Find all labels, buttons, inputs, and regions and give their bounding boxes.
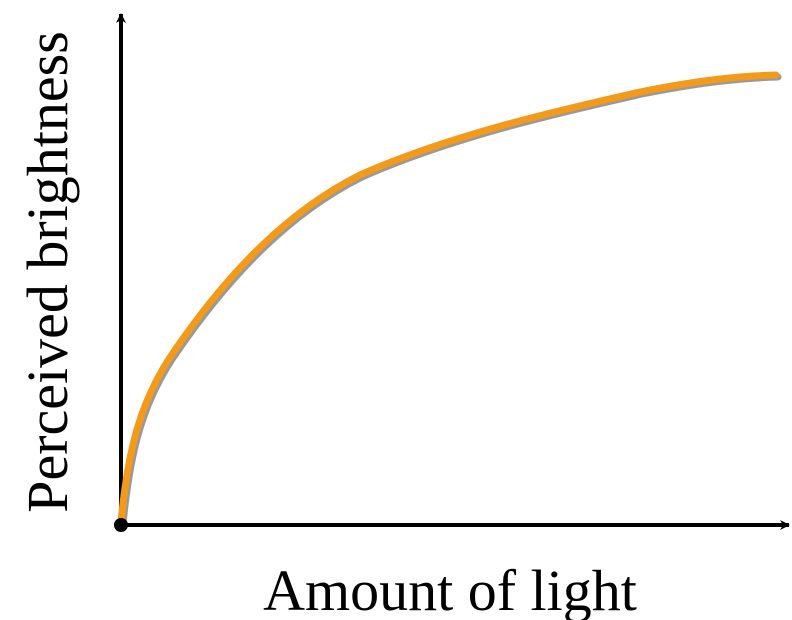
x-axis-label: Amount of light bbox=[263, 558, 637, 620]
origin-dot bbox=[114, 518, 128, 532]
axes bbox=[116, 13, 790, 530]
curve bbox=[117, 71, 780, 526]
y-axis-label: Perceived brightness bbox=[15, 31, 80, 513]
